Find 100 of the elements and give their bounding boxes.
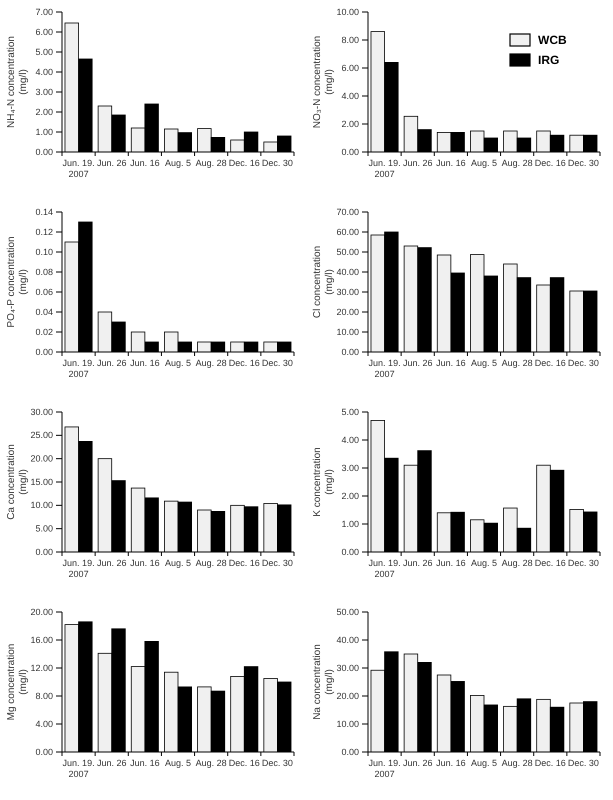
x-tick-label: Jun. 26 xyxy=(96,158,126,168)
y-tick-label: 0.08 xyxy=(35,266,53,277)
y-axis-title: Mg concentration (mg/l) xyxy=(6,644,29,720)
y-axis-title: NH₄-N concentration (mg/l) xyxy=(6,36,29,128)
x-tick-label: Dec. 30 xyxy=(568,358,599,368)
y-tick-label: 6.00 xyxy=(35,26,53,37)
x-tick-label: Aug. 5 xyxy=(164,758,192,768)
y-tick-label: 10.00 xyxy=(336,326,359,337)
y-tick-label: 40.00 xyxy=(336,634,359,645)
x-tick-label: Aug. 28 xyxy=(196,358,227,368)
x-tick-label: Jun. 16 xyxy=(436,558,466,568)
y-tick-label: 0.04 xyxy=(35,306,53,317)
x-tick-label: Jun. 26 xyxy=(402,558,432,568)
y-tick-label: 10.00 xyxy=(336,6,359,17)
y-tick-label: 3.00 xyxy=(35,86,53,97)
y-tick-label: 12.00 xyxy=(30,662,53,673)
x-tick-label: Dec. 30 xyxy=(262,358,293,368)
y-tick-label: 8.00 xyxy=(35,690,53,701)
x-tick-label: Jun. 26 xyxy=(402,358,432,368)
y-tick-label: 7.00 xyxy=(35,6,53,17)
x-tick-label: Aug. 28 xyxy=(502,758,533,768)
y-tick-label: 40.00 xyxy=(336,266,359,277)
y-tick-label: 10.00 xyxy=(336,718,359,729)
y-tick-label: 0.00 xyxy=(341,146,359,157)
x-tick-label: Aug. 5 xyxy=(470,758,498,768)
y-tick-label: 0.12 xyxy=(35,226,53,237)
x-tick-label: Aug. 5 xyxy=(470,158,498,168)
y-tick-label: 3.00 xyxy=(341,462,359,473)
y-axis-title: Ca concentration (mg/l) xyxy=(6,444,29,520)
y-tick-label: 30.00 xyxy=(336,662,359,673)
x-tick-label: Aug. 28 xyxy=(196,558,227,568)
x-tick-label: Jun. 16 xyxy=(436,758,466,768)
y-tick-label: 15.00 xyxy=(30,476,53,487)
y-tick-label: 30.00 xyxy=(30,406,53,417)
y-tick-label: 0.00 xyxy=(35,546,53,557)
y-tick-label: 20.00 xyxy=(336,690,359,701)
x-tick-label: Dec. 16 xyxy=(534,558,566,568)
y-tick-label: 5.00 xyxy=(35,524,53,534)
x-tick-label: Dec. 16 xyxy=(534,158,566,168)
y-tick-label: 0.00 xyxy=(35,146,53,157)
y-tick-label: 0.06 xyxy=(35,286,53,297)
x-tick-label: Dec. 16 xyxy=(534,358,566,368)
x-tick-label: Dec. 30 xyxy=(568,158,599,168)
x-tick-label: Jun. 16 xyxy=(436,158,466,168)
x-tick-label: Dec. 30 xyxy=(262,558,293,568)
x-tick-label: Aug. 5 xyxy=(164,158,192,168)
y-tick-label: 2.00 xyxy=(341,490,359,501)
x-tick-label: Jun. 26 xyxy=(96,758,126,768)
y-tick-label: 10.00 xyxy=(30,500,53,510)
y-tick-label: 20.00 xyxy=(30,606,53,617)
x-tick-label: Jun. 19. 2007 xyxy=(368,558,401,579)
y-axis-title: NO₃-N concentration (mg/l) xyxy=(312,36,335,128)
x-tick-label: Aug. 28 xyxy=(502,358,533,368)
y-tick-label: 0.00 xyxy=(35,346,53,357)
y-tick-label: 0.14 xyxy=(35,206,53,217)
y-tick-label: 20.00 xyxy=(30,454,53,464)
y-tick-label: 20.00 xyxy=(336,306,359,317)
x-tick-label: Dec. 16 xyxy=(228,158,260,168)
x-tick-label: Dec. 16 xyxy=(228,558,260,568)
x-tick-label: Jun. 19. 2007 xyxy=(62,358,95,379)
x-tick-label: Jun. 19. 2007 xyxy=(62,158,95,179)
x-tick-label: Dec. 30 xyxy=(262,758,293,768)
x-tick-label: Dec. 30 xyxy=(262,158,293,168)
y-tick-label: 5.00 xyxy=(35,46,53,57)
y-tick-label: 0.10 xyxy=(35,246,53,257)
legend-label: WCB xyxy=(538,33,567,47)
x-tick-label: Aug. 28 xyxy=(502,158,533,168)
x-tick-label: Dec. 30 xyxy=(568,558,599,568)
y-tick-label: 1.00 xyxy=(341,518,359,529)
y-axis-title: Cl concentration (mg/l) xyxy=(312,246,335,318)
y-tick-label: 0.00 xyxy=(35,746,53,757)
x-tick-label: Jun. 26 xyxy=(402,758,432,768)
x-tick-label: Jun. 16 xyxy=(130,358,160,368)
y-tick-label: 50.00 xyxy=(336,246,359,257)
x-tick-label: Jun. 16 xyxy=(130,558,160,568)
y-tick-label: 30.00 xyxy=(336,286,359,297)
x-tick-label: Aug. 5 xyxy=(470,358,498,368)
x-tick-label: Jun. 16 xyxy=(130,158,160,168)
y-tick-label: 2.00 xyxy=(35,106,53,117)
x-tick-label: Dec. 16 xyxy=(534,758,566,768)
y-tick-label: 4.00 xyxy=(35,66,53,77)
y-tick-label: 0.00 xyxy=(341,546,359,557)
y-tick-label: 4.00 xyxy=(341,434,359,445)
y-tick-label: 50.00 xyxy=(336,606,359,617)
x-tick-label: Aug. 5 xyxy=(470,558,498,568)
y-tick-label: 70.00 xyxy=(336,206,359,217)
x-tick-label: Aug. 5 xyxy=(164,558,192,568)
x-tick-label: Jun. 16 xyxy=(130,758,160,768)
y-tick-label: 16.00 xyxy=(30,634,53,645)
y-axis-title: Na concentration (mg/l) xyxy=(312,644,335,720)
x-tick-label: Aug. 28 xyxy=(196,758,227,768)
y-axis-title: PO₄-P concentration (mg/l) xyxy=(6,236,29,328)
y-tick-label: 4.00 xyxy=(341,90,359,101)
y-tick-label: 25.00 xyxy=(30,430,53,440)
x-tick-label: Jun. 19. 2007 xyxy=(368,158,401,179)
x-tick-label: Aug. 28 xyxy=(502,558,533,568)
x-tick-label: Aug. 28 xyxy=(196,158,227,168)
y-tick-label: 0.00 xyxy=(341,346,359,357)
x-tick-label: Jun. 26 xyxy=(96,358,126,368)
legend-label: IRG xyxy=(538,53,560,67)
